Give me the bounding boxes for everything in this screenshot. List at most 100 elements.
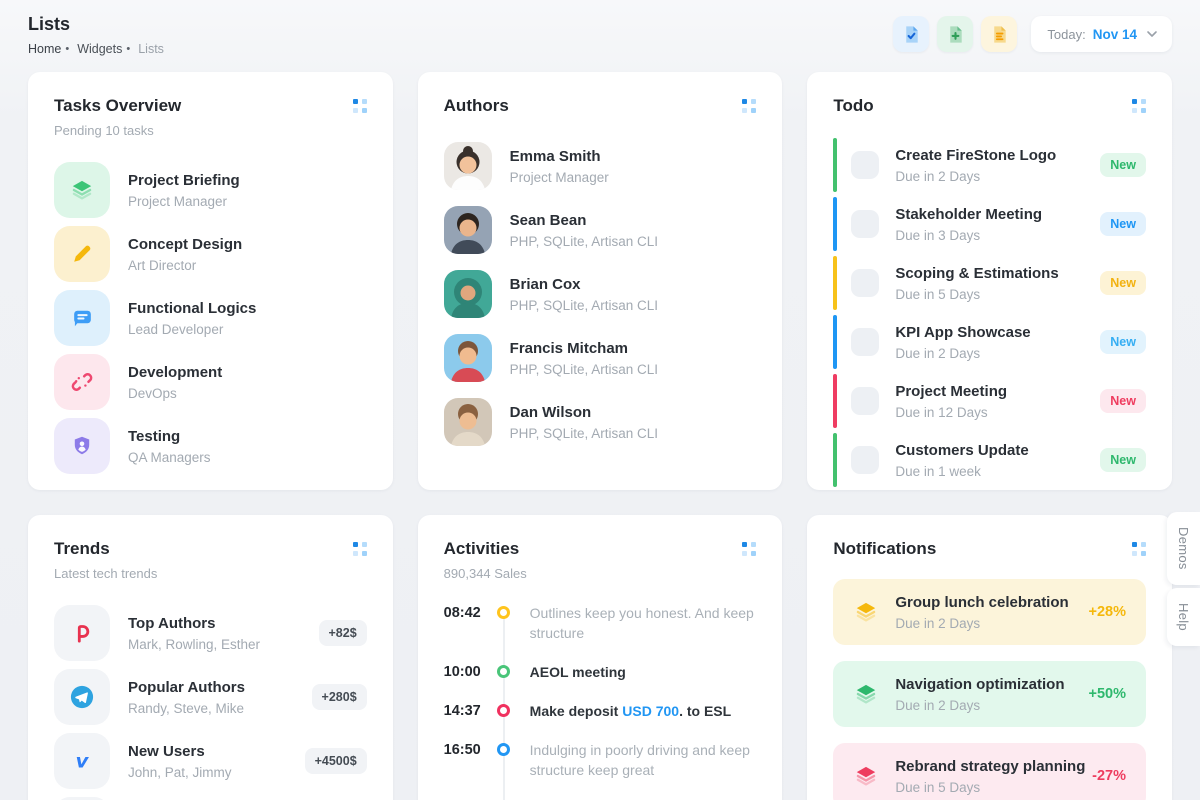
activity-time: 08:42 bbox=[443, 605, 481, 621]
todo-checkbox[interactable] bbox=[851, 210, 880, 238]
trend-item[interactable]: Top Authors Mark, Rowling, Esther +82$ bbox=[54, 605, 367, 661]
activity-item: 10:00 AEOL meeting bbox=[444, 662, 757, 682]
activity-text: Outlines keep you honest. And keep struc… bbox=[529, 605, 754, 641]
todo-item[interactable]: Scoping & Estimations Due in 5 Days New bbox=[833, 256, 1146, 310]
notification-value: -27% bbox=[1092, 768, 1126, 784]
task-item[interactable]: Development DevOps bbox=[54, 354, 367, 410]
grid-dots-icon[interactable] bbox=[742, 99, 757, 113]
file-lines-button[interactable] bbox=[981, 16, 1018, 52]
layers-icon bbox=[853, 681, 879, 707]
author-item[interactable]: Dan Wilson PHP, SQLite, Artisan CLI bbox=[443, 398, 757, 446]
status-badge: New bbox=[1100, 153, 1146, 177]
trend-item[interactable]: v New Users John, Pat, Jimmy +4500$ bbox=[54, 733, 367, 789]
task-title: Concept Design bbox=[128, 235, 243, 253]
timeline-dot bbox=[497, 743, 511, 756]
card-title: Trends bbox=[54, 539, 110, 558]
card-subtitle: Latest tech trends bbox=[54, 566, 158, 581]
todo-item[interactable]: Stakeholder Meeting Due in 3 Days New bbox=[833, 197, 1146, 251]
user-icon bbox=[54, 797, 110, 800]
activity-text: . to ESL bbox=[679, 703, 732, 719]
todo-title: Create FireStone Logo bbox=[895, 146, 1057, 164]
avatar bbox=[443, 206, 492, 254]
svg-text:v: v bbox=[76, 749, 90, 772]
tab-help[interactable]: Help bbox=[1167, 588, 1200, 646]
todo-due: Due in 5 Days bbox=[895, 286, 981, 302]
todo-item[interactable]: Create FireStone Logo Due in 2 Days New bbox=[833, 138, 1146, 192]
vimeo-icon: v bbox=[54, 733, 110, 789]
breadcrumb-home[interactable]: Home bbox=[28, 42, 62, 56]
todo-item[interactable]: KPI App Showcase Due in 2 Days New bbox=[833, 315, 1146, 369]
task-item[interactable]: Functional Logics Lead Developer bbox=[54, 290, 367, 346]
activity-time: 14:37 bbox=[443, 703, 481, 719]
file-check-button[interactable] bbox=[893, 16, 930, 52]
activity-time: 16:50 bbox=[443, 742, 481, 758]
file-plus-icon bbox=[950, 25, 962, 43]
author-item[interactable]: Brian Cox PHP, SQLite, Artisan CLI bbox=[443, 270, 757, 318]
todo-checkbox[interactable] bbox=[851, 328, 880, 356]
task-item[interactable]: Testing QA Managers bbox=[54, 418, 367, 474]
task-subtitle: Lead Developer bbox=[128, 321, 224, 337]
author-item[interactable]: Emma Smith Project Manager bbox=[443, 142, 757, 190]
notification-title: Navigation optimization bbox=[895, 675, 1065, 693]
todo-checkbox[interactable] bbox=[851, 446, 880, 474]
todo-item[interactable]: Customers Update Due in 1 week New bbox=[833, 433, 1146, 487]
task-subtitle: Project Manager bbox=[128, 193, 228, 209]
activity-item: 08:42 Outlines keep you honest. And keep… bbox=[444, 603, 757, 643]
breadcrumb-current: Lists bbox=[138, 42, 164, 56]
task-subtitle: QA Managers bbox=[128, 449, 211, 465]
notification-item[interactable]: Group lunch celebration Due in 2 Days +28… bbox=[833, 579, 1146, 645]
status-badge: New bbox=[1100, 271, 1146, 295]
notification-title: Rebrand strategy planning bbox=[895, 757, 1086, 775]
file-plus-button[interactable] bbox=[937, 16, 974, 52]
todo-due: Due in 12 Days bbox=[895, 404, 988, 420]
todo-due: Due in 2 Days bbox=[895, 168, 981, 184]
author-item[interactable]: Francis Mitcham PHP, SQLite, Artisan CLI bbox=[443, 334, 757, 382]
notification-item[interactable]: Navigation optimization Due in 2 Days +50… bbox=[833, 661, 1146, 727]
date-picker[interactable]: Today: Nov 14 bbox=[1031, 16, 1172, 52]
breadcrumb-separator: • bbox=[65, 43, 70, 55]
page-header: Lists Home • Widgets • Lists bbox=[0, 0, 1200, 72]
grid-dots-icon[interactable] bbox=[352, 542, 367, 556]
author-name: Sean Bean bbox=[509, 211, 587, 229]
todo-checkbox[interactable] bbox=[851, 151, 880, 179]
todo-checkbox[interactable] bbox=[851, 387, 880, 415]
task-title: Testing bbox=[128, 427, 181, 445]
status-badge: New bbox=[1100, 389, 1146, 413]
tab-demos[interactable]: Demos bbox=[1167, 512, 1200, 585]
todo-item[interactable]: Project Meeting Due in 12 Days New bbox=[833, 374, 1146, 428]
todo-title: Project Meeting bbox=[895, 382, 1008, 400]
grid-dots-icon[interactable] bbox=[742, 542, 757, 556]
task-item[interactable]: Project Briefing Project Manager bbox=[54, 162, 367, 218]
card-subtitle: 890,344 Sales bbox=[443, 566, 527, 581]
activity-text: AEOL meeting bbox=[529, 664, 626, 680]
grid-dots-icon[interactable] bbox=[1131, 542, 1146, 556]
grid-dots-icon[interactable] bbox=[1131, 99, 1146, 113]
task-item[interactable]: Concept Design Art Director bbox=[54, 226, 367, 282]
breadcrumb-widgets[interactable]: Widgets bbox=[77, 42, 123, 56]
notification-value: +28% bbox=[1088, 604, 1126, 620]
author-name: Francis Mitcham bbox=[509, 339, 629, 357]
trend-subtitle: Randy, Steve, Mike bbox=[128, 700, 245, 716]
trend-value: +82$ bbox=[318, 620, 367, 646]
todo-title: KPI App Showcase bbox=[895, 323, 1031, 341]
notification-item[interactable]: Rebrand strategy planning Due in 5 Days -… bbox=[833, 743, 1146, 800]
layers-icon bbox=[853, 763, 879, 789]
trend-item[interactable]: Active Customers bbox=[54, 797, 367, 800]
author-item[interactable]: Sean Bean PHP, SQLite, Artisan CLI bbox=[443, 206, 757, 254]
telegram-icon bbox=[54, 669, 110, 725]
todo-due: Due in 2 Days bbox=[895, 345, 981, 361]
todo-card: Todo Create FireStone Logo Due in 2 Days … bbox=[807, 72, 1172, 490]
activity-item: 16:50 Indulging in poorly driving and ke… bbox=[444, 740, 757, 780]
breadcrumb-separator: • bbox=[126, 43, 131, 55]
notification-due: Due in 2 Days bbox=[895, 615, 981, 631]
date-picker-label: Today: bbox=[1047, 26, 1086, 42]
trend-subtitle: John, Pat, Jimmy bbox=[128, 764, 232, 780]
todo-checkbox[interactable] bbox=[851, 269, 880, 297]
status-bar bbox=[833, 138, 838, 192]
trend-title: New Users bbox=[128, 742, 205, 760]
trend-item[interactable]: Popular Authors Randy, Steve, Mike +280$ bbox=[54, 669, 367, 725]
broken-link-icon bbox=[54, 354, 110, 410]
activity-link[interactable]: USD 700 bbox=[622, 703, 680, 719]
grid-dots-icon[interactable] bbox=[352, 99, 367, 113]
task-subtitle: DevOps bbox=[128, 385, 177, 401]
